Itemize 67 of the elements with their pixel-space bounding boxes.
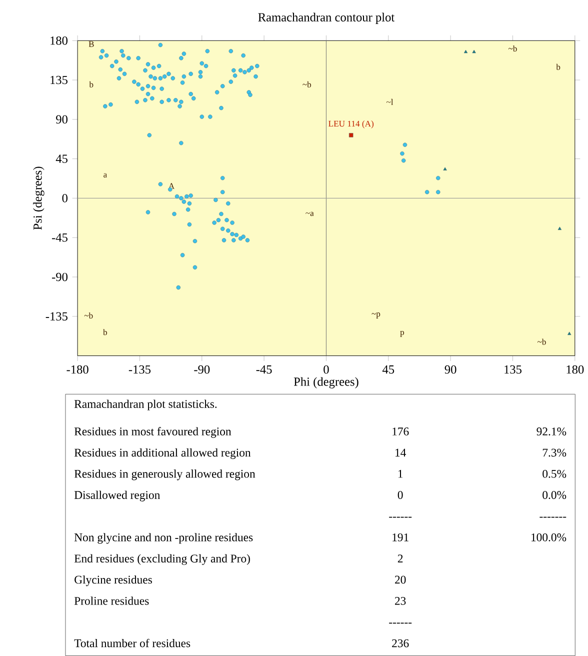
point [558,226,562,230]
text: Non glycine and non -proline residues [74,533,253,544]
text: 92.1% [536,428,566,436]
text: 7.3% [542,448,566,457]
x-tick-label: 45 [382,365,394,374]
text: 0.0% [542,491,566,500]
x-tick-label: -180 [66,365,88,374]
chart-title: Ramachandran contour plot [258,12,394,24]
point [472,50,476,54]
x-tick-label: 180 [566,365,584,374]
text: Disallowed region [74,490,160,502]
x-tick-label: 0 [324,365,329,374]
text: 0.5% [542,470,566,478]
annotation: ~p [372,312,380,318]
point [443,167,447,170]
annotation: p [400,330,404,337]
point [348,133,354,138]
text: Residues in additional allowed region [74,448,251,460]
x-tick-label: -90 [194,365,210,374]
annotation: b [556,64,560,70]
x-tick-label: -45 [256,365,272,374]
text: 14 [395,448,406,456]
text: End residues (excluding Gly and Pro) [74,554,250,565]
y-tick-label: -45 [52,233,68,242]
text: 100.0% [531,533,566,542]
y-tick-label: 180 [50,36,68,45]
text: Ramachandran plot statisticks. [74,400,216,410]
annotation: b [102,329,107,336]
text: Proline residues [74,596,149,605]
annotation: ~l [386,98,394,105]
text: Glycine residues [74,575,152,586]
annotation: LEU 114 (A) [328,120,374,128]
annotation: a [103,173,107,178]
text: 1 [398,470,402,478]
y-tick-label: 45 [56,154,68,163]
annotation: B [88,41,94,47]
text: 176 [392,428,409,436]
x-tick-label: 90 [444,365,456,374]
annotation: ~b [508,45,517,52]
y-axis-title: Psi (degrees) [33,166,44,230]
y-tick-label: 135 [50,76,68,84]
annotation: ~b [302,81,311,88]
annotation: ~b [84,312,93,319]
text: Residues in generously allowed region [74,470,256,480]
text: Total number of residues [74,638,190,648]
annotation: ~b [537,338,546,345]
text: Residues in most favoured region [74,427,232,438]
text: ------ [388,622,412,624]
text: ------ [388,516,412,518]
annotation: b [89,81,94,88]
text: 0 [398,491,403,499]
x-tick-label: 135 [504,365,522,374]
text: 191 [392,533,408,542]
text: ------- [540,516,566,518]
y-tick-label: 90 [56,115,68,124]
y-tick-label: -135 [46,312,68,321]
text: 236 [392,639,409,648]
point [464,50,468,54]
y-tick-label: 0 [62,194,68,202]
annotation: ~a [306,212,314,216]
y-tick-label: -90 [52,272,68,282]
text: 23 [394,596,406,605]
text: 2 [398,554,403,562]
text: 20 [394,576,406,584]
x-axis-title: Phi (degrees) [294,377,358,388]
x-tick-label: -135 [128,365,150,374]
point [567,332,572,335]
